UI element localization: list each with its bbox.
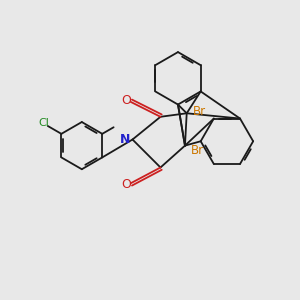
Text: O: O: [122, 178, 131, 191]
Text: O: O: [122, 94, 131, 107]
Text: Br: Br: [193, 105, 206, 118]
Text: Br: Br: [191, 143, 204, 157]
Text: Cl: Cl: [39, 118, 50, 128]
Text: N: N: [119, 133, 130, 146]
